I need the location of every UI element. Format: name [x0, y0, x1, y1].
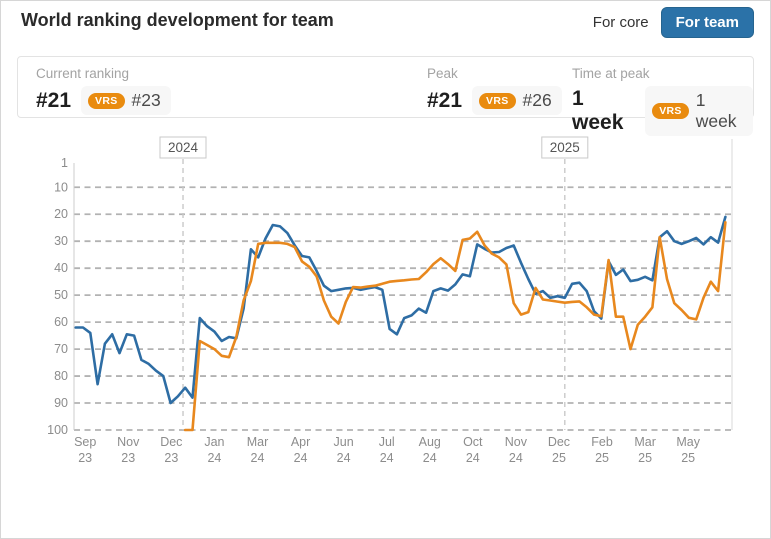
stat-peak: Peak #21 VRS #26: [427, 66, 572, 115]
x-axis-tick-year: 25: [638, 451, 652, 465]
x-axis-tick-year: 23: [164, 451, 178, 465]
time-at-peak-vrs-value: 1 week: [695, 90, 737, 131]
x-axis-tick-year: 25: [681, 451, 695, 465]
y-axis-tick-label: 40: [54, 261, 68, 275]
y-axis-tick-label: 70: [54, 342, 68, 356]
x-axis-tick-month: Jul: [379, 435, 395, 449]
y-axis-tick-label: 20: [54, 207, 68, 221]
x-axis-tick-month: Apr: [291, 435, 310, 449]
peak-vrs-pill: VRS #26: [472, 86, 562, 115]
x-axis-tick-year: 25: [552, 451, 566, 465]
y-axis-tick-label: 90: [54, 396, 68, 410]
x-axis-tick-year: 24: [380, 451, 394, 465]
y-axis-tick-label: 10: [54, 180, 68, 194]
x-axis-tick-year: 24: [423, 451, 437, 465]
x-axis-tick-month: Dec: [548, 435, 570, 449]
ranking-chart: 1 10 20 30 40 50 60 70 80 90 100 2024 2025 Sep 23 Nov 23…: [1, 131, 771, 481]
x-axis-tick-year: 24: [466, 451, 480, 465]
series-line-vrs: [183, 221, 727, 432]
y-axis-tick-label: 50: [54, 288, 68, 302]
x-axis-tick-month: Jun: [334, 435, 354, 449]
x-axis-tick-year: 23: [78, 451, 92, 465]
x-axis-tick-month: Jan: [204, 435, 224, 449]
ranking-stats-card: Current ranking #21 VRS #23 Peak #21 VRS…: [17, 56, 754, 136]
current-ranking-value: #21: [36, 88, 72, 112]
vrs-badge: VRS: [652, 103, 689, 119]
x-axis-tick-month: Nov: [505, 435, 528, 449]
y-axis-tick-label: 1: [61, 156, 68, 170]
stat-label: Time at peak: [572, 66, 650, 81]
series-line-team: [74, 215, 727, 405]
stat-time-at-peak: Time at peak 1 week VRS 1 week: [572, 66, 753, 136]
y-axis-tick-label: 100: [47, 423, 68, 437]
y-axis-tick-label: 30: [54, 234, 68, 248]
x-axis-tick-year: 24: [251, 451, 265, 465]
x-axis-tick-year: 24: [509, 451, 523, 465]
ranking-chart-svg: 1 10 20 30 40 50 60 70 80 90 100 2024 2025 Sep 23 Nov 23…: [47, 136, 733, 465]
stat-label: Peak: [427, 66, 458, 81]
stat-label: Current ranking: [36, 66, 130, 81]
time-at-peak-value: 1 week: [572, 87, 624, 134]
y-axis-tick-label: 60: [54, 315, 68, 329]
page-title: World ranking development for team: [21, 10, 334, 30]
x-axis-tick-month: Sep: [74, 435, 96, 449]
header-bar: World ranking development for team For c…: [1, 1, 770, 43]
x-axis-tick-year: 24: [294, 451, 308, 465]
peak-vrs-value: #26: [522, 90, 552, 110]
peak-value: #21: [427, 88, 463, 112]
x-axis-tick-year: 23: [121, 451, 135, 465]
vrs-badge: VRS: [88, 92, 125, 109]
x-axis-tick-year: 24: [337, 451, 351, 465]
x-axis-tick-month: Nov: [117, 435, 140, 449]
year-marker-box: [159, 136, 207, 159]
x-axis-tick-month: May: [676, 435, 700, 449]
y-axis-tick-label: 80: [54, 369, 68, 383]
x-axis-tick-month: Mar: [247, 435, 269, 449]
vrs-badge: VRS: [479, 92, 516, 109]
x-axis-tick-year: 25: [595, 451, 609, 465]
x-axis-tick-month: Dec: [160, 435, 182, 449]
core-team-toggle: For core For team: [591, 7, 754, 38]
x-axis-tick-month: Mar: [634, 435, 656, 449]
x-axis-tick-month: Oct: [463, 435, 483, 449]
year-marker-label: 2025: [550, 140, 580, 155]
current-ranking-vrs-value: #23: [131, 90, 161, 110]
for-team-toggle-button[interactable]: For team: [660, 7, 754, 38]
year-marker-label: 2024: [168, 140, 199, 155]
time-at-peak-vrs-pill: VRS 1 week: [645, 86, 753, 136]
x-axis-tick-year: 24: [207, 451, 221, 465]
x-axis-tick-month: Feb: [591, 435, 613, 449]
stat-current-ranking: Current ranking #21 VRS #23: [36, 66, 427, 115]
for-core-toggle-button[interactable]: For core: [592, 14, 649, 31]
x-axis-tick-month: Aug: [419, 435, 441, 449]
year-marker-box: [541, 136, 589, 159]
current-ranking-vrs-pill: VRS #23: [81, 86, 171, 115]
